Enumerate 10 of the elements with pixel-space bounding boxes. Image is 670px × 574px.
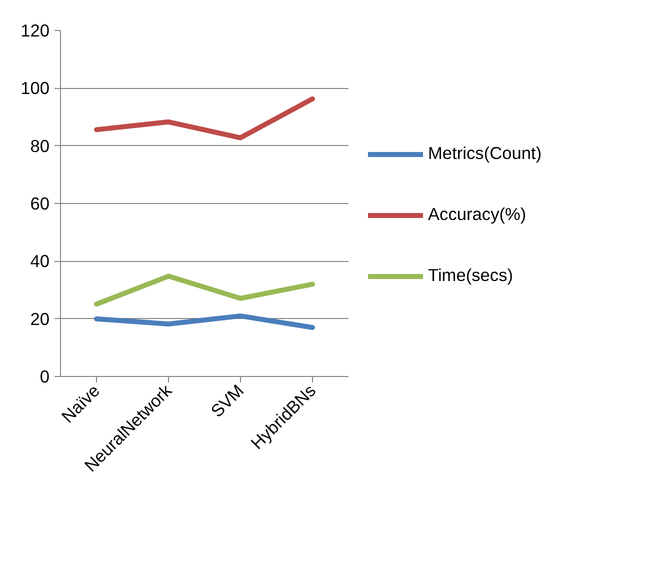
legend-label: Metrics(Count) [428, 143, 542, 164]
y-tick-label: 60 [30, 194, 50, 214]
y-tick-label: 20 [30, 308, 50, 329]
y-tick-label: 120 [20, 20, 50, 40]
legend-label: Time(secs) [428, 265, 514, 286]
y-tick-label: 40 [30, 251, 50, 272]
y-tick-label: 80 [30, 136, 50, 156]
legend-label: Accuracy(%) [428, 204, 526, 225]
y-tick-label: 0 [40, 366, 50, 386]
y-tick-label: 100 [20, 78, 50, 98]
